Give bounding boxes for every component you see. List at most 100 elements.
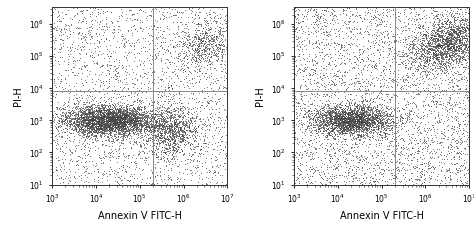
Point: [75, 100, 82, 104]
Point: [358, 106, 366, 110]
Point: [155, 116, 162, 119]
Point: [63, 104, 71, 108]
Point: [162, 15, 170, 18]
Point: [111, 107, 118, 111]
Point: [119, 131, 127, 135]
Point: [85, 126, 92, 130]
Point: [336, 105, 344, 108]
Point: [412, 166, 420, 169]
Point: [408, 35, 416, 39]
Point: [338, 45, 346, 49]
Point: [390, 39, 397, 43]
Point: [174, 127, 182, 130]
Point: [323, 105, 331, 108]
Point: [120, 119, 128, 122]
Point: [405, 117, 413, 121]
Point: [376, 129, 384, 133]
Point: [438, 102, 445, 106]
Point: [91, 118, 99, 122]
Point: [360, 172, 368, 176]
Point: [95, 112, 103, 115]
Point: [421, 45, 429, 48]
Point: [164, 82, 172, 85]
Point: [445, 33, 453, 37]
Point: [340, 119, 348, 123]
Point: [102, 110, 110, 113]
Point: [359, 124, 367, 127]
Point: [431, 66, 438, 69]
Point: [82, 80, 90, 83]
Point: [465, 45, 472, 48]
Point: [325, 120, 332, 124]
Point: [95, 120, 102, 123]
Point: [62, 112, 69, 116]
Point: [462, 83, 470, 86]
Point: [58, 85, 66, 89]
Point: [166, 128, 173, 131]
Point: [330, 107, 338, 111]
Point: [48, 120, 56, 124]
Point: [91, 130, 99, 133]
Point: [201, 53, 208, 56]
Point: [423, 58, 431, 61]
Point: [66, 120, 74, 124]
Point: [411, 83, 419, 86]
Point: [82, 112, 89, 116]
Point: [141, 118, 148, 122]
Point: [153, 134, 161, 138]
Point: [367, 70, 375, 73]
Point: [320, 66, 328, 70]
Point: [376, 102, 384, 106]
Point: [358, 128, 366, 131]
Point: [54, 125, 61, 128]
Point: [72, 126, 80, 129]
Point: [331, 111, 338, 115]
Point: [342, 126, 349, 129]
Point: [106, 106, 114, 109]
Point: [313, 119, 321, 122]
Point: [346, 119, 354, 123]
Point: [347, 120, 355, 124]
Point: [104, 126, 111, 130]
Point: [351, 108, 359, 111]
Point: [128, 31, 136, 35]
Point: [336, 112, 344, 116]
Point: [338, 117, 346, 121]
Point: [389, 114, 396, 117]
Point: [368, 116, 376, 120]
Point: [101, 119, 109, 123]
Point: [97, 119, 105, 123]
Point: [218, 52, 225, 56]
Point: [440, 51, 448, 55]
Point: [75, 154, 83, 158]
Point: [377, 124, 385, 127]
Point: [448, 59, 456, 62]
Point: [336, 119, 344, 122]
Point: [309, 172, 317, 175]
Point: [167, 178, 175, 182]
Point: [324, 106, 331, 110]
Point: [133, 124, 141, 128]
Point: [130, 116, 138, 119]
Point: [178, 122, 186, 126]
Point: [122, 133, 129, 137]
Point: [60, 59, 68, 63]
Point: [356, 116, 364, 119]
Point: [340, 112, 348, 116]
Point: [365, 108, 373, 111]
Point: [84, 116, 92, 120]
Point: [429, 99, 437, 103]
Point: [195, 37, 203, 41]
Point: [450, 65, 457, 69]
Point: [52, 112, 60, 116]
Point: [140, 150, 147, 154]
Point: [155, 118, 163, 122]
Point: [443, 9, 450, 13]
Point: [345, 124, 353, 128]
Point: [103, 127, 110, 130]
Point: [335, 124, 342, 128]
Point: [137, 116, 144, 120]
Point: [58, 119, 66, 123]
Point: [389, 176, 396, 180]
Point: [48, 119, 56, 123]
